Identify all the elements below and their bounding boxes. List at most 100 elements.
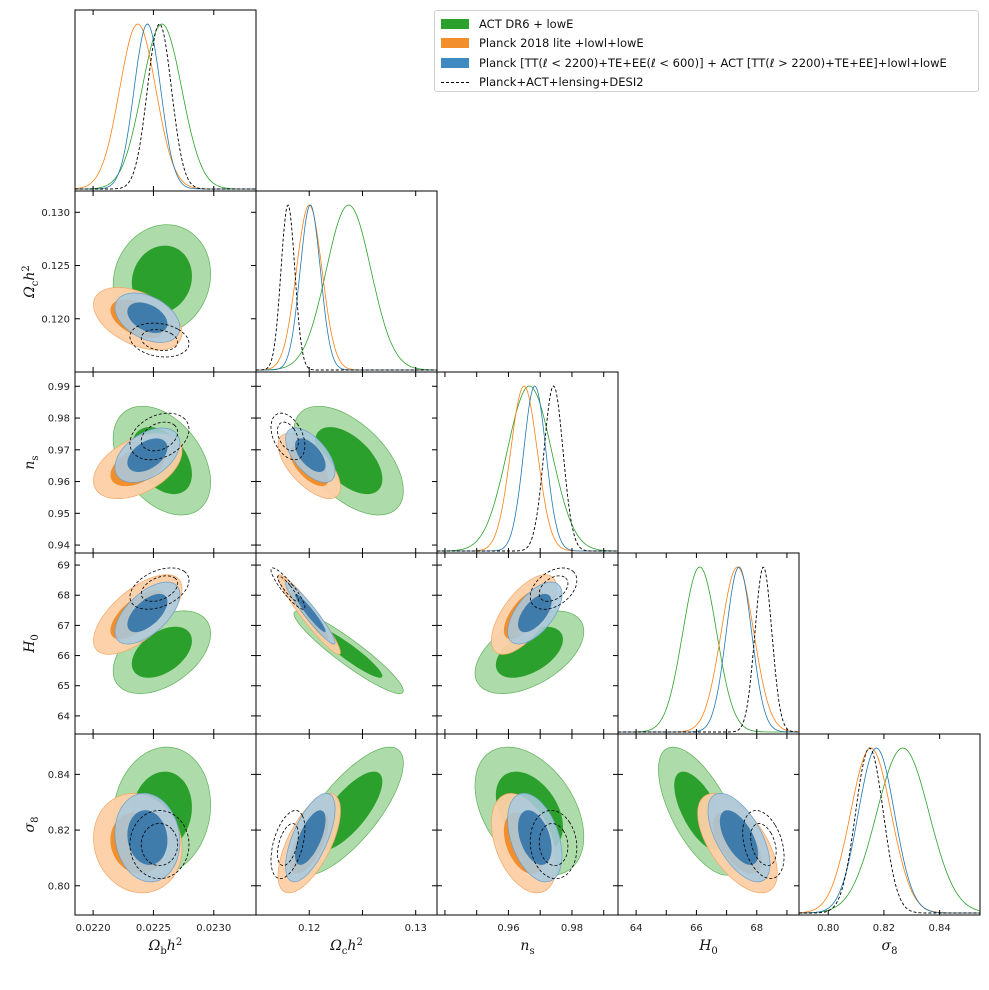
contour-dashed-95-3 (129, 322, 190, 358)
legend-swatch-act (441, 18, 469, 29)
panel-H0-vs-sigma8: 64 66 68 (617, 733, 800, 934)
label-superscript: 2 (21, 265, 32, 271)
label-part: σ (22, 822, 38, 832)
y-tick-label: 0.82 (48, 826, 70, 837)
contour-dashed-68-3 (140, 329, 179, 351)
panel-contents (270, 746, 404, 894)
marginal-curve-1 (618, 566, 799, 733)
y-tick-label: 0.98 (48, 414, 70, 425)
contour-dashed-68-3 (277, 823, 299, 867)
marginal-curve-2 (75, 23, 256, 190)
x-tick-label: 0.0225 (136, 923, 171, 934)
marginal-curve-0 (75, 23, 256, 190)
contour-68-2 (518, 593, 552, 633)
panel-contents (270, 567, 404, 694)
marginal-curve-2 (437, 385, 618, 552)
x-tick-label: 0.80 (817, 923, 839, 934)
y-tick-label: 64 (57, 711, 70, 722)
panel-contents (437, 385, 618, 552)
panel-contents (799, 747, 980, 914)
y-tick-label: 0.80 (48, 881, 70, 892)
contour-dashed-95-3 (129, 412, 190, 461)
legend: ACT DR6 + lowE Planck 2018 lite +lowl+lo… (434, 10, 979, 92)
contour-dashed-95-3 (529, 567, 578, 610)
panel-ns-vs-sigma8: 0.96 0.98 (436, 733, 619, 934)
y-axis-label-ns: ns (22, 455, 41, 469)
marginal-curve-1 (799, 747, 980, 914)
x-axis-label-ombh2: Ωbh2 (148, 937, 182, 957)
x-tick-label: 0.96 (497, 923, 519, 934)
label-subscript: s (529, 946, 534, 957)
label-subscript: c (342, 946, 348, 957)
panel-omch2 (255, 190, 438, 373)
contour-68-2 (127, 593, 168, 633)
contour-dashed-68-3 (140, 575, 179, 602)
panel-ombh2-vs-sigma8: 0.0220 0.0225 0.0230 0.80 0.82 0.84 (48, 733, 257, 934)
marginal-curve-1 (256, 204, 437, 371)
contour-68-0 (314, 427, 383, 495)
y-tick-label: 0.99 (48, 382, 70, 393)
label-subscript: s (30, 455, 41, 460)
label-part: Ω (148, 938, 161, 954)
contour-dashed-68-3 (538, 575, 569, 602)
label-part: σ (882, 938, 892, 954)
marginal-curve-0 (618, 566, 799, 733)
label-subscript: 0 (30, 634, 41, 640)
marginal-curve-1 (75, 23, 256, 190)
panel-ns (436, 371, 619, 554)
panel-frame (798, 733, 981, 916)
contour-68-2 (295, 593, 326, 633)
contour-dashed-68-3 (538, 823, 569, 867)
contour-dashed-68-3 (750, 823, 777, 867)
label-part: Ω (22, 286, 38, 299)
legend-label: Planck+ACT+lensing+DESI2 (479, 75, 644, 90)
label-subscript: c (30, 280, 41, 286)
panel-sigma8: 0.80 0.82 0.84 (798, 733, 981, 934)
panel-contents (270, 405, 404, 516)
panel-ombh2 (74, 9, 257, 192)
x-tick-label: 0.84 (928, 923, 950, 934)
label-part: n (520, 938, 529, 954)
y-tick-label: 0.84 (48, 770, 70, 781)
y-tick-label: 67 (57, 621, 70, 632)
panel-ns-vs-H0 (436, 552, 619, 735)
x-tick-label: 0.13 (405, 923, 427, 934)
marginal-curve-0 (437, 385, 618, 552)
legend-label: Planck 2018 lite +lowl+lowE (479, 36, 644, 51)
marginal-curve-3 (799, 747, 980, 914)
legend-item: ACT DR6 + lowE (441, 14, 972, 34)
marginal-curve-2 (618, 566, 799, 733)
label-part: Ω (329, 938, 342, 954)
legend-label: Planck [TT(ℓ < 2200)+TE+EE(ℓ < 600)] + A… (479, 55, 947, 70)
y-tick-label: 0.96 (48, 477, 70, 488)
panel-contents (658, 746, 785, 894)
contour-dashed-95-3 (270, 567, 306, 610)
x-tick-label: 0.0230 (196, 923, 231, 934)
x-tick-label: 64 (630, 923, 643, 934)
label-superscript: 2 (356, 937, 362, 948)
x-tick-label: 0.0220 (76, 923, 111, 934)
y-tick-label: 66 (57, 651, 70, 662)
x-tick-label: 0.98 (561, 923, 583, 934)
x-axis-label-ns: ns (520, 938, 534, 957)
contour-68-2 (127, 302, 168, 333)
panel-contents (93, 224, 211, 358)
panel-ombh2-vs-ns: 0.94 0.95 0.96 0.97 0.98 0.99 (48, 371, 257, 554)
contour-dashed-95-3 (270, 412, 306, 461)
contour-68-0 (131, 626, 192, 678)
marginal-curve-3 (437, 385, 618, 552)
label-part: h (347, 938, 356, 954)
contour-dashed-95-3 (129, 810, 190, 880)
y-tick-label: 65 (57, 681, 70, 692)
label-part: H (698, 938, 712, 954)
panel-omch2-vs-H0 (255, 552, 438, 735)
contour-68-2 (719, 810, 759, 865)
label-subscript: 8 (30, 817, 41, 823)
contour-dashed-95-3 (129, 567, 190, 610)
contour-68-2 (295, 438, 326, 472)
panel-frame (436, 371, 619, 554)
y-tick-label: 0.130 (41, 208, 70, 219)
panel-frame (74, 9, 257, 192)
contour-dashed-68-3 (140, 823, 179, 867)
y-tick-label: 0.94 (48, 541, 70, 552)
